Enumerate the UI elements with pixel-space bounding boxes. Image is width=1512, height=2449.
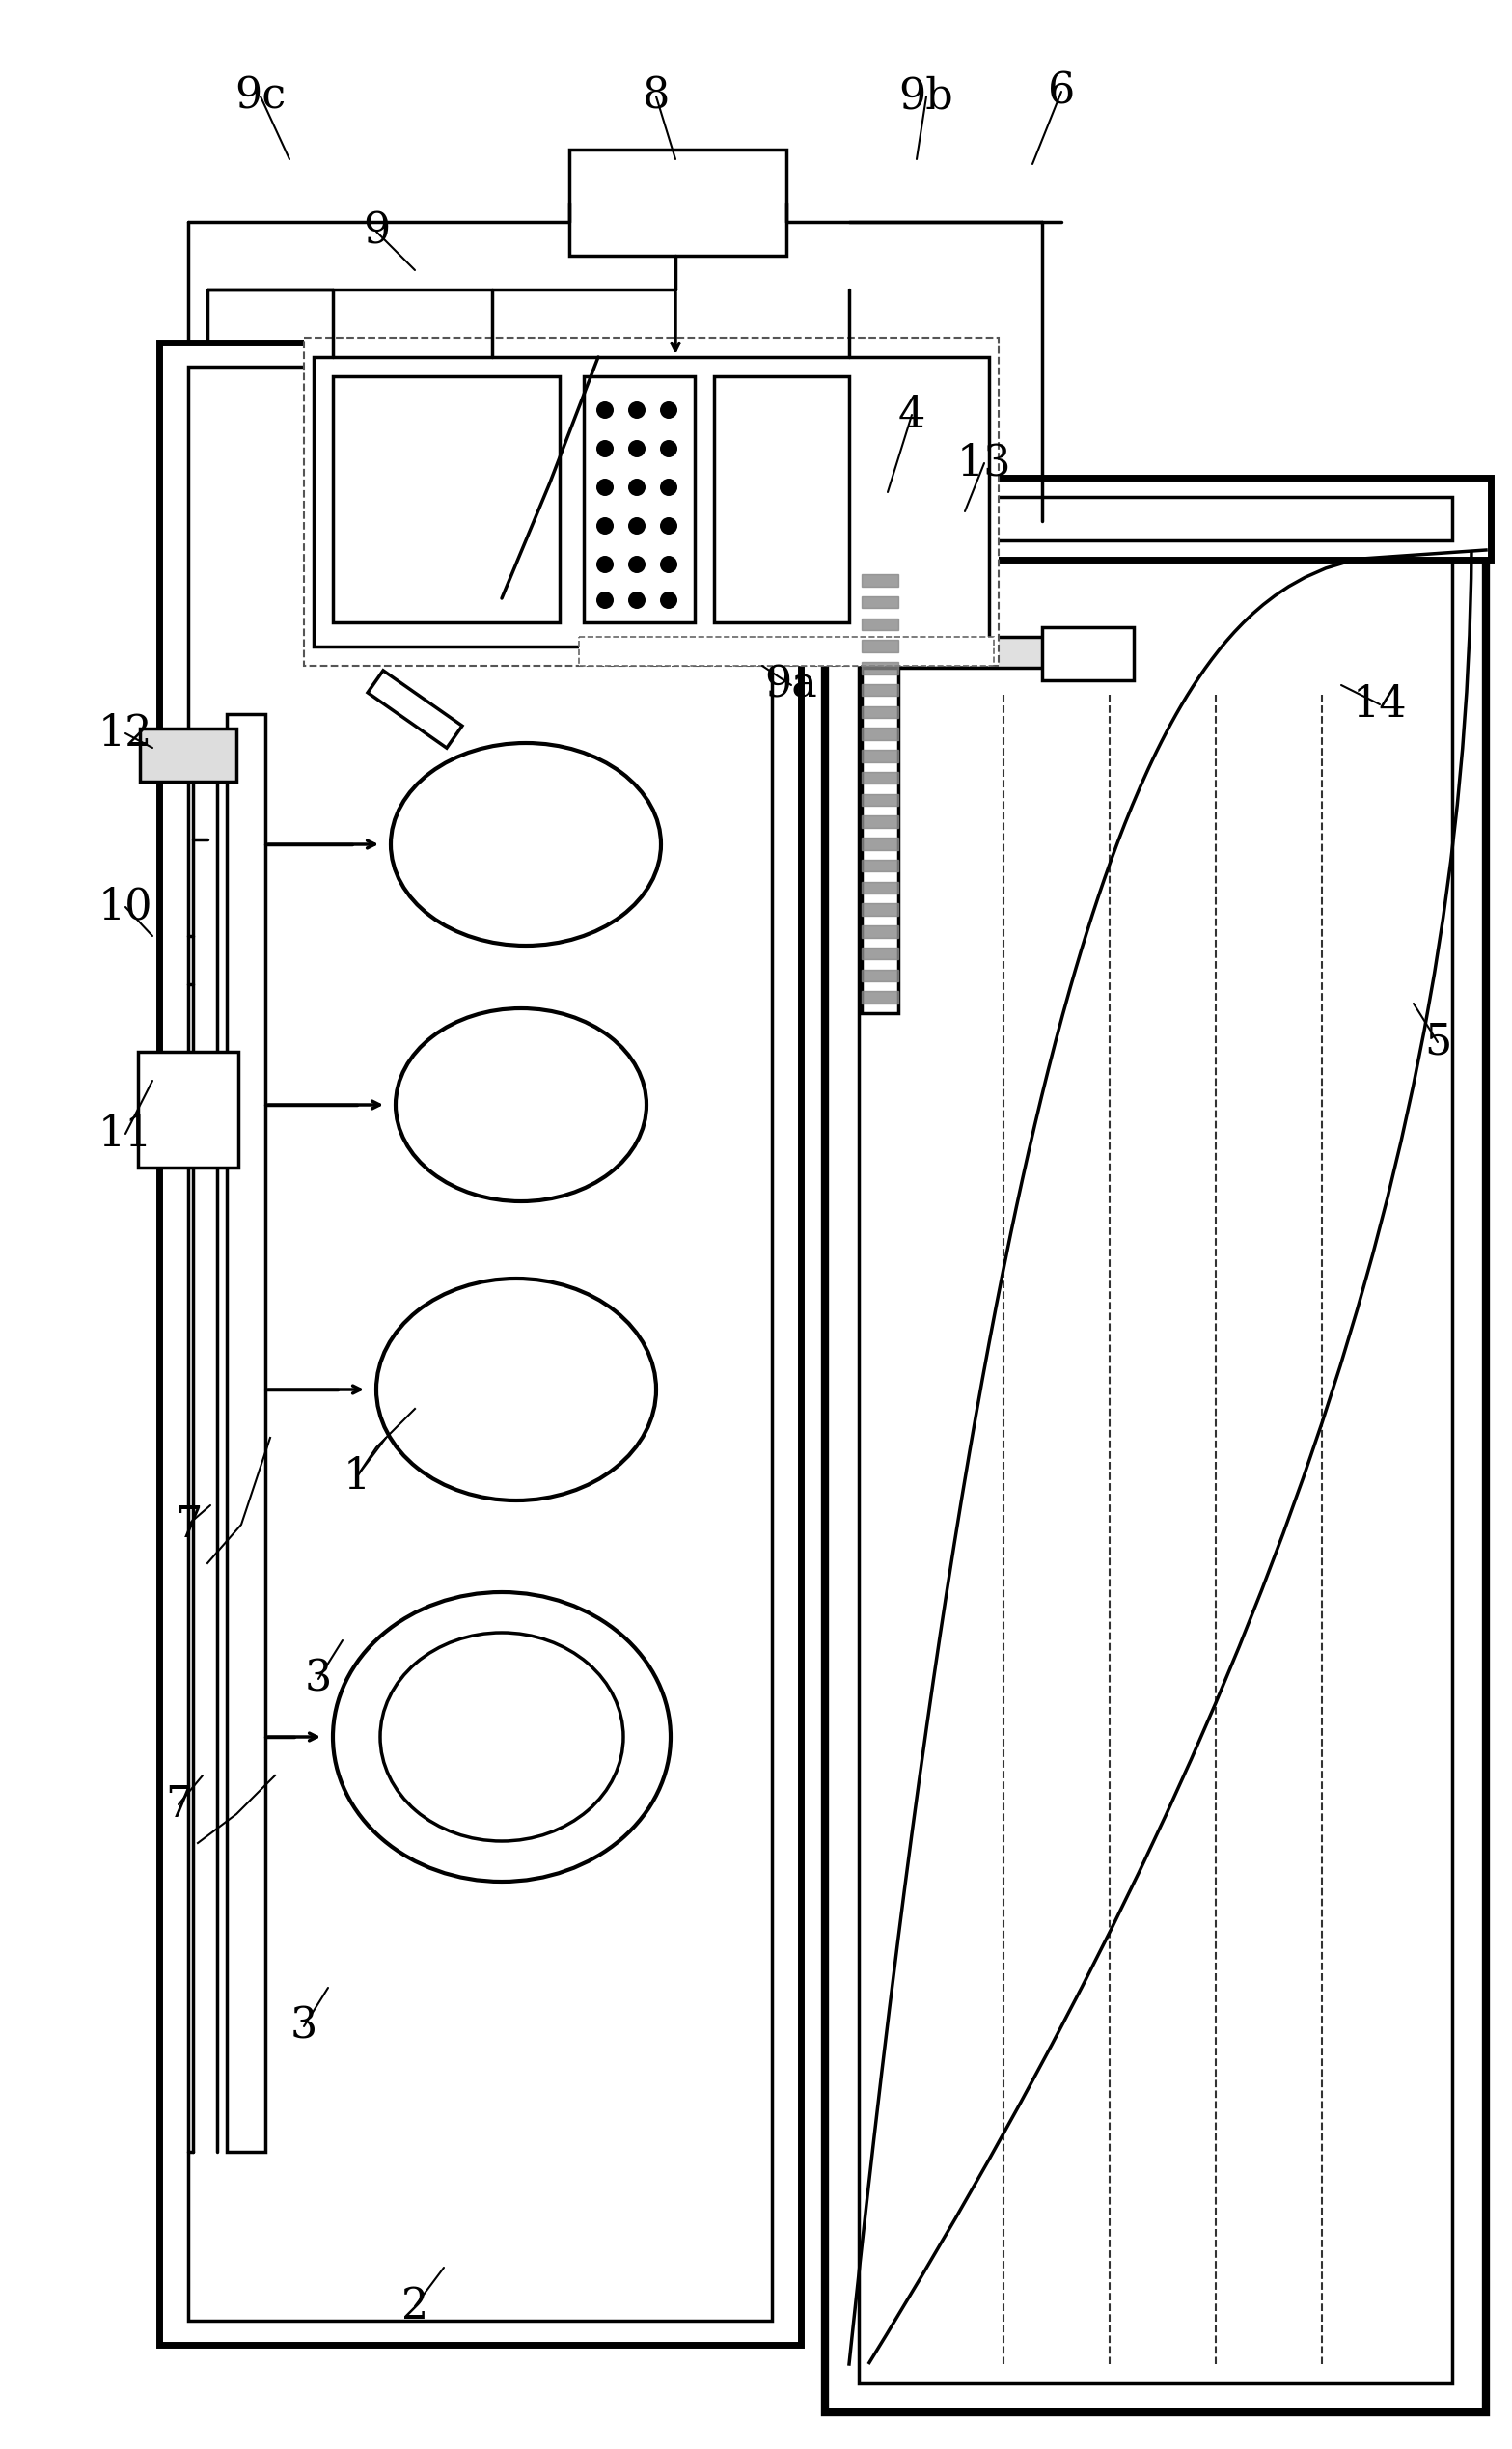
Circle shape [661,478,677,497]
Text: 8: 8 [643,76,670,118]
Text: 3: 3 [305,1658,333,1700]
Bar [187,367,773,2322]
Bar [862,573,898,1014]
Bar [367,671,463,747]
Bar [826,512,1486,2412]
Ellipse shape [333,1592,671,1881]
Polygon shape [862,970,898,982]
Ellipse shape [390,742,661,945]
Polygon shape [862,816,898,828]
Bar [815,478,1491,561]
Text: 9b: 9b [900,76,954,118]
Text: 7: 7 [165,1783,192,1825]
Circle shape [596,517,614,534]
Text: 9: 9 [363,211,390,252]
Bar [579,637,993,666]
Bar [850,497,1452,541]
Text: 4: 4 [898,394,925,436]
Circle shape [661,402,677,419]
Text: 6: 6 [1048,71,1075,113]
Ellipse shape [380,1633,623,1842]
Text: 9a: 9a [765,664,818,705]
Bar [333,377,559,622]
Polygon shape [862,595,898,607]
Circle shape [596,593,614,610]
Text: 11: 11 [98,1112,153,1153]
Polygon shape [862,882,898,894]
Polygon shape [862,838,898,850]
Text: 3: 3 [290,2006,318,2047]
Circle shape [596,478,614,497]
Bar [313,358,989,647]
Text: 5: 5 [1424,1021,1452,1063]
Text: 9c: 9c [234,76,286,118]
Polygon shape [862,992,898,1004]
Circle shape [596,402,614,419]
Text: 12: 12 [98,713,153,754]
Bar [714,377,850,622]
Bar [859,541,1452,2383]
Bar [304,338,998,666]
Circle shape [596,556,614,573]
Bar [1042,627,1134,681]
Text: 1: 1 [343,1455,370,1496]
Circle shape [627,402,646,419]
Text: 7: 7 [174,1504,201,1545]
Bar [141,727,236,781]
Polygon shape [862,749,898,762]
Text: 2: 2 [401,2285,428,2327]
Circle shape [596,441,614,458]
Circle shape [661,556,677,573]
Bar [584,377,694,622]
Polygon shape [862,771,898,784]
Ellipse shape [376,1278,656,1501]
Bar [159,343,801,2344]
Bar [791,541,859,656]
Polygon shape [862,683,898,696]
Bar [570,149,786,255]
Circle shape [627,517,646,534]
Polygon shape [862,727,898,740]
Circle shape [661,517,677,534]
Circle shape [661,593,677,610]
Polygon shape [862,793,898,806]
Polygon shape [862,705,898,718]
Bar [138,1051,239,1168]
Circle shape [627,441,646,458]
Circle shape [627,478,646,497]
Bar [862,637,1117,669]
Text: 13: 13 [957,443,1012,485]
Polygon shape [862,573,898,585]
Circle shape [627,556,646,573]
Polygon shape [862,904,898,916]
Ellipse shape [396,1009,647,1202]
Circle shape [661,441,677,458]
Text: 10: 10 [98,887,153,928]
Polygon shape [862,948,898,960]
Text: 14: 14 [1353,683,1408,725]
Polygon shape [862,617,898,629]
Polygon shape [862,860,898,872]
Polygon shape [862,926,898,938]
Polygon shape [862,661,898,673]
Polygon shape [862,639,898,651]
Circle shape [627,593,646,610]
Bar [227,715,265,2153]
